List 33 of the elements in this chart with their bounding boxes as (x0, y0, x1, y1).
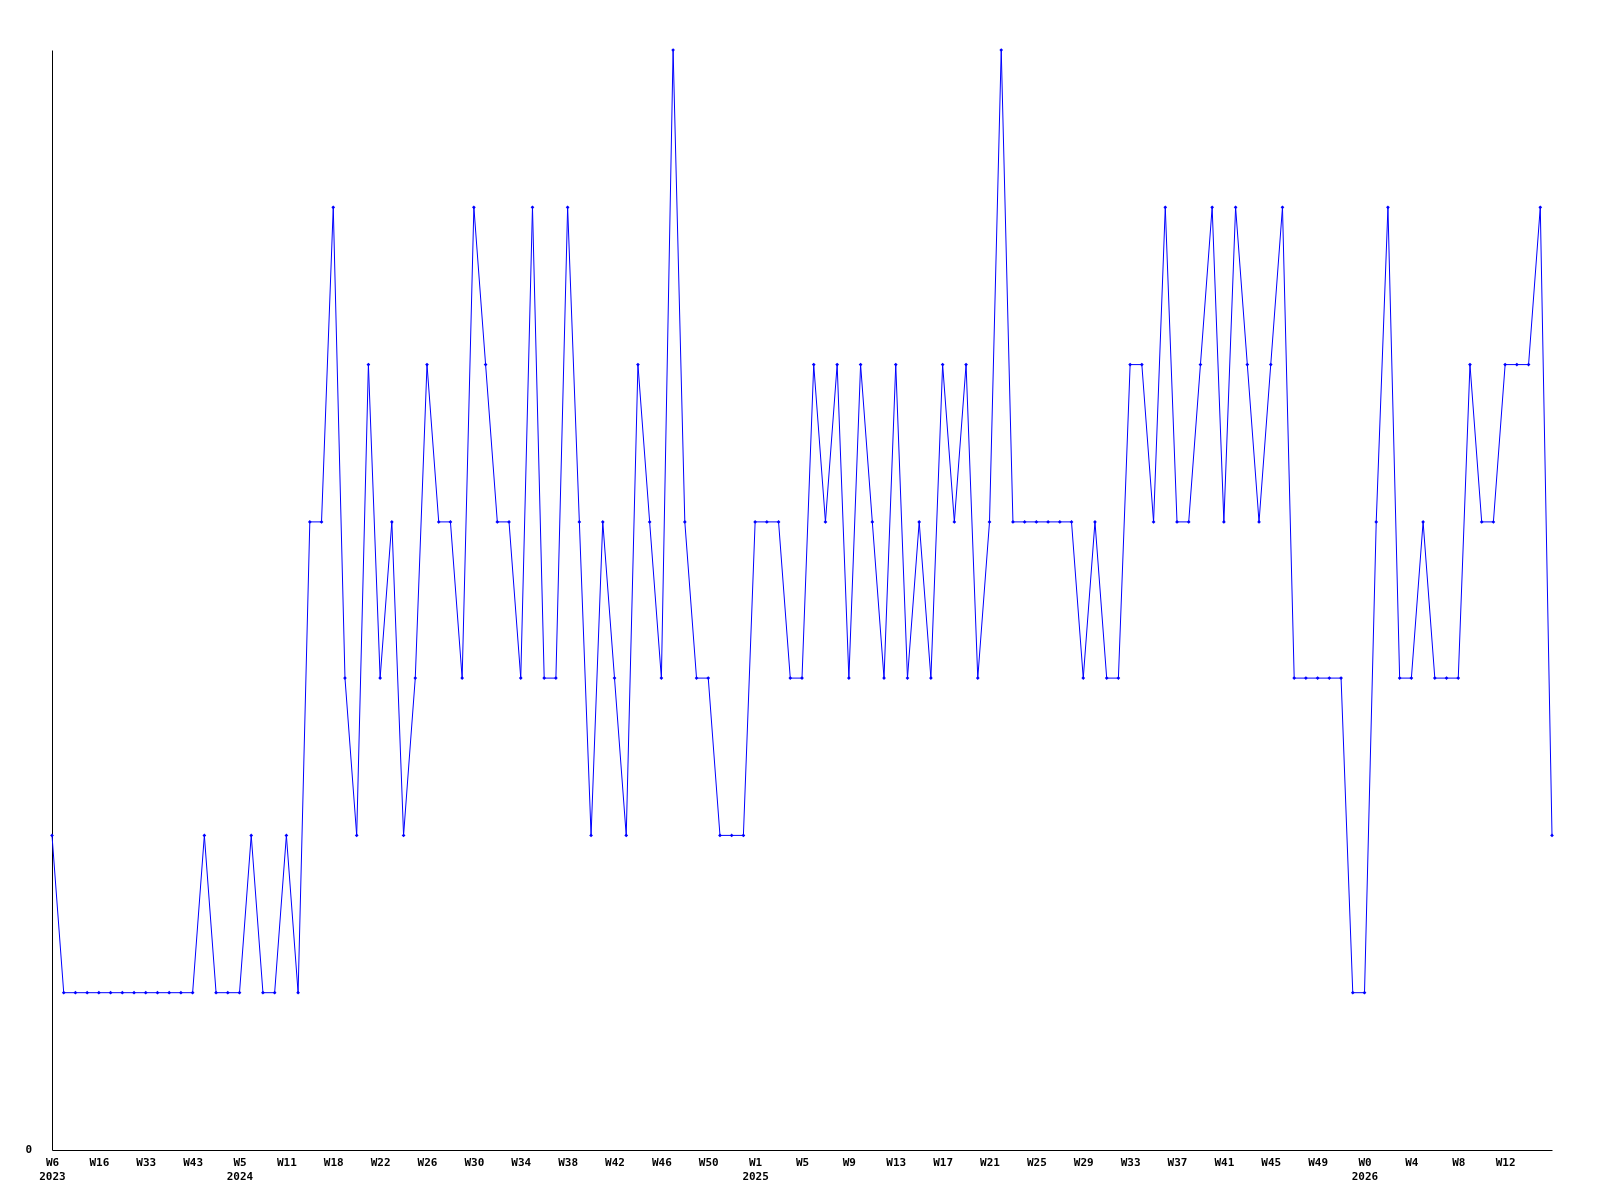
x-tick-label: W13 (886, 1155, 907, 1169)
x-tick-label: W37 (1167, 1155, 1188, 1169)
x-tick-label: W22 (370, 1155, 391, 1169)
x-tick-label: W11 (276, 1155, 298, 1169)
x-tick-label: W0 2026 (1351, 1155, 1379, 1183)
x-tick-label: W1 2025 (742, 1155, 769, 1183)
x-tick-label: W45 (1261, 1155, 1282, 1169)
x-tick-label: W5 (795, 1155, 810, 1169)
x-tick-label: W12 (1495, 1155, 1516, 1169)
x-tick-label: W9 (842, 1155, 856, 1169)
x-tick-label: W50 (698, 1155, 719, 1169)
x-tick-label: W33 (1120, 1155, 1141, 1169)
x-tick-label: W8 (1452, 1155, 1466, 1169)
x-tick-label: W4 (1405, 1155, 1419, 1169)
x-tick-label: W38 (558, 1155, 579, 1169)
x-tick-label: W42 (605, 1155, 625, 1169)
x-tick-label: W30 (464, 1155, 485, 1169)
x-tick-label: W41 (1214, 1155, 1235, 1169)
x-tick-label: W49 (1308, 1155, 1329, 1169)
x-tick-label: W18 (323, 1155, 344, 1169)
x-tick-label: W16 (89, 1155, 110, 1169)
x-tick-label: W25 (1026, 1155, 1047, 1169)
x-tick-label: W29 (1073, 1155, 1094, 1169)
x-tick-label: W26 (417, 1155, 438, 1169)
text: 0 (25, 1143, 32, 1156)
x-tick-label: W17 (933, 1155, 954, 1169)
x-tick-label: W34 (511, 1155, 532, 1169)
x-tick-label: W21 (980, 1155, 1001, 1169)
x-tick-label: W6 2023 (39, 1155, 66, 1183)
x-tick-label: W5 2024 (226, 1155, 254, 1183)
x-tick-label: W43 (183, 1155, 204, 1169)
x-tick-label: W33 (136, 1155, 157, 1169)
x-tick-label: W46 (651, 1155, 673, 1169)
